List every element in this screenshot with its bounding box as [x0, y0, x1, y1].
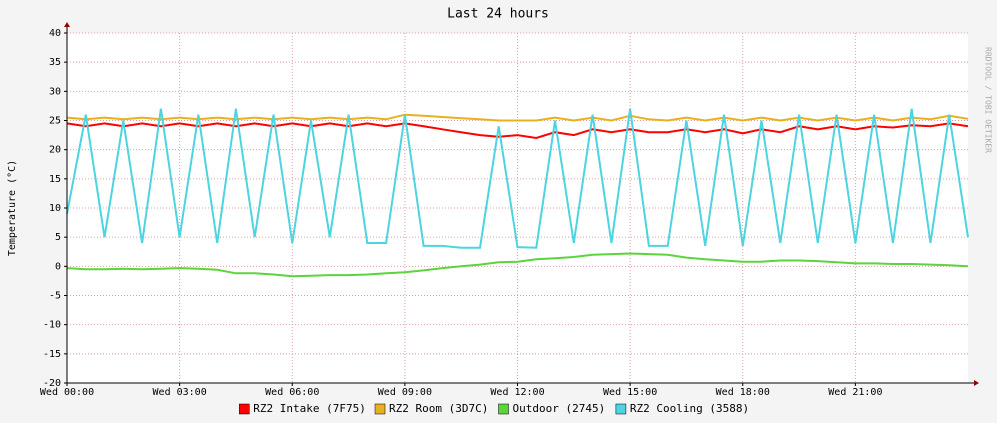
chart-title: Last 24 hours [447, 7, 549, 22]
legend-swatch [374, 403, 386, 415]
x-tick-label: Wed 18:00 [716, 387, 770, 398]
legend-swatch [239, 403, 250, 415]
legend-label: Outdoor (2745) [513, 402, 606, 415]
y-tick-label: -20 [43, 378, 61, 389]
series-line [66, 252, 969, 278]
y-tick-label: -5 [49, 291, 61, 302]
y-tick-label: -10 [43, 320, 61, 331]
y-tick-label: 0 [55, 261, 61, 272]
y-tick-label: 10 [49, 203, 61, 214]
x-tick-label: Wed 12:00 [490, 387, 544, 398]
legend-swatch [498, 403, 509, 415]
lines [66, 108, 969, 278]
legend-swatch [615, 403, 627, 415]
series-line [66, 113, 969, 122]
y-tick-label: 25 [49, 116, 61, 127]
y-tick-label: 30 [49, 86, 61, 97]
legend-label: RZ2 Cooling (3588) [630, 402, 749, 415]
x-tick-label: Wed 00:00 [40, 387, 94, 398]
y-tick-label: 20 [49, 145, 61, 156]
x-tick-label: Wed 21:00 [828, 387, 882, 398]
y-axis-label: Temperature (°C) [7, 160, 18, 256]
y-tick-label: 15 [49, 174, 61, 185]
y-tick-label: -15 [43, 349, 61, 360]
x-tick-label: Wed 06:00 [265, 387, 319, 398]
y-tick-label: 5 [55, 232, 61, 243]
x-tick-label: Wed 03:00 [153, 387, 207, 398]
legend-label: RZ2 Room (3D7C) [389, 402, 488, 415]
legend-label: RZ2 Intake (7F75) [253, 402, 366, 415]
series-line [66, 122, 969, 140]
x-tick-label: Wed 09:00 [378, 387, 432, 398]
y-tick-label: 35 [49, 57, 61, 68]
x-axis-arrow [974, 380, 979, 386]
x-tick-label: Wed 15:00 [603, 387, 657, 398]
y-tick-label: 40 [49, 28, 61, 39]
legend: RZ2 Intake (7F75) RZ2 Room (3D7C) Outdoor … [239, 402, 749, 415]
watermark: RRDTOOL / TOBI OETIKER [984, 47, 993, 153]
series-line [66, 108, 969, 249]
axes: -20 -15 -10 -5 0 5 10 15 20 25 30 35 40 Wed 00:00 Wed … [40, 22, 979, 398]
y-axis-arrow [64, 22, 70, 27]
